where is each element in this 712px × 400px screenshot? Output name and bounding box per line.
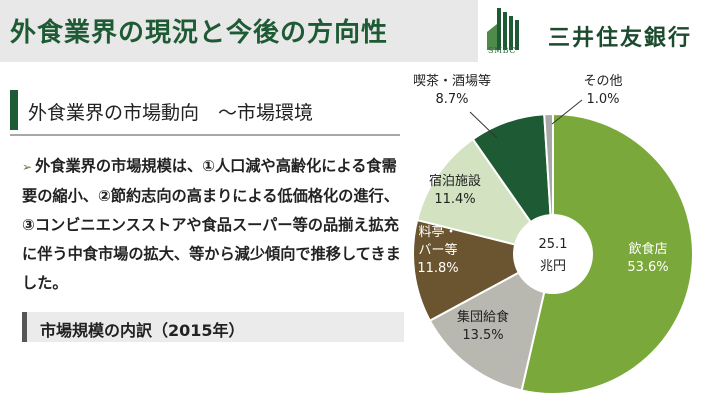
pie-slice bbox=[412, 218, 556, 323]
body-paragraph: ➢ 外食業界の市場規模は、①人口減や高齢化による食需要の縮小、②節約志向の高まりに… bbox=[22, 152, 402, 298]
category-label: 集団給食 bbox=[457, 309, 509, 325]
bank-name: 三井住友銀行 bbox=[548, 26, 693, 51]
data-label: 13.5% bbox=[462, 328, 503, 343]
section-accent-bar bbox=[10, 90, 18, 130]
pie-slice bbox=[520, 112, 694, 395]
pie-slice bbox=[428, 252, 555, 392]
label-leader-line bbox=[551, 99, 583, 125]
category-label: 喫茶・酒場等 bbox=[413, 73, 491, 89]
pie-center-label: 兆円 bbox=[540, 259, 566, 274]
category-label: 飲食店 bbox=[628, 241, 667, 257]
category-label: その他 bbox=[583, 74, 622, 89]
category-label: 宿泊施設 bbox=[429, 173, 481, 189]
pie-center-label: 25.1 bbox=[539, 237, 568, 252]
data-label: 11.4% bbox=[434, 192, 475, 207]
pie-slice bbox=[415, 137, 556, 256]
page-title: 外食業界の現況と今後の方向性 bbox=[10, 18, 389, 48]
subsection-accent-bar bbox=[22, 312, 27, 342]
section-title: 外食業界の市場動向 ～市場環境 bbox=[28, 102, 314, 124]
subsection-box bbox=[27, 312, 404, 342]
body-text: 外食業界の市場規模は、①人口減や高齢化による食需要の縮小、②節約志向の高まりによ… bbox=[22, 157, 401, 292]
category-label: 料亭・ bbox=[418, 224, 457, 240]
header-bar: 外食業界の現況と今後の方向性 bbox=[0, 0, 478, 62]
bullet-icon: ➢ bbox=[22, 160, 33, 174]
label-leader-line bbox=[469, 111, 498, 139]
category-label: バー等 bbox=[418, 242, 457, 258]
data-label: 1.0% bbox=[586, 92, 619, 107]
pie-center-hole bbox=[513, 214, 593, 294]
data-label: 53.6% bbox=[627, 260, 668, 275]
section-divider bbox=[10, 134, 400, 136]
data-label: 8.7% bbox=[435, 92, 468, 107]
data-label: 11.8% bbox=[417, 261, 458, 276]
smbc-logo-icon bbox=[487, 8, 519, 50]
subsection-title: 市場規模の内訳（2015年） bbox=[40, 321, 245, 340]
smbc-logo-text: SMBC bbox=[488, 46, 516, 55]
